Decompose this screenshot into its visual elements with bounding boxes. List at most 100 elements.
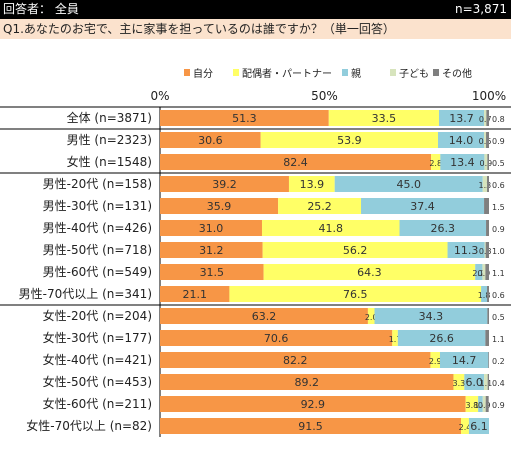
legend-swatch	[233, 69, 239, 76]
data-label: 0.9	[478, 401, 491, 410]
data-label: 0.6	[492, 181, 505, 190]
data-label: 33.5	[372, 112, 397, 125]
bar-segment	[160, 352, 431, 368]
category-label: 男性-30代 (n=131)	[43, 199, 152, 213]
data-label: 30.6	[198, 134, 223, 147]
bar-segment	[229, 286, 482, 302]
data-label: 45.0	[396, 178, 421, 191]
bar-segment	[160, 242, 263, 258]
data-label: 0.6	[492, 291, 505, 300]
data-label: 21.1	[182, 288, 207, 301]
bar-segment	[482, 396, 486, 412]
bar-segment	[367, 308, 375, 324]
bar-segment	[160, 220, 262, 236]
bar-segment	[438, 110, 485, 126]
bar-segment	[374, 308, 488, 324]
category-label: 男性-20代 (n=158)	[43, 177, 152, 191]
x-tick-label: 100%	[472, 89, 506, 103]
data-label: 0.9	[480, 159, 493, 168]
bar-segment	[361, 198, 485, 214]
bar-segment	[160, 154, 432, 170]
data-label: 13.4	[450, 156, 475, 169]
data-label: 1.8	[478, 291, 491, 300]
bar-segment	[160, 176, 289, 192]
data-label: 0.3	[479, 247, 492, 256]
data-label: 0.8	[492, 115, 505, 124]
data-label: 63.2	[252, 310, 277, 323]
data-label: 0.2	[492, 357, 505, 366]
bar-segment	[482, 264, 486, 280]
legend-label: 親	[351, 67, 361, 80]
data-label: 1.1	[480, 379, 493, 388]
bar-segment	[160, 308, 368, 324]
data-label: 2.2	[472, 269, 485, 278]
bar-segment	[397, 330, 486, 346]
bar-segment	[486, 132, 489, 148]
data-label: 0.9	[492, 137, 505, 146]
data-label: 56.2	[343, 244, 368, 257]
data-label: 1.4	[474, 401, 487, 410]
data-label: 11.3	[454, 244, 479, 257]
header-bar: 回答者： 全員 n=3,871	[0, 0, 511, 19]
bar-segment	[439, 352, 489, 368]
bar-segment	[488, 352, 489, 368]
bar-segment	[160, 374, 454, 390]
data-label: 0.7	[479, 115, 492, 124]
bar-segment	[440, 154, 485, 170]
bar-segment	[478, 396, 483, 412]
data-label: 31.0	[199, 222, 224, 235]
bar-segment	[160, 396, 466, 412]
data-label: 64.3	[357, 266, 382, 279]
data-label: 89.2	[294, 376, 319, 389]
data-label: 51.3	[232, 112, 257, 125]
bar-segment	[399, 220, 487, 236]
data-label: 70.6	[264, 332, 289, 345]
bar-segment	[465, 396, 479, 412]
bar-segment	[263, 264, 476, 280]
data-label: 82.2	[283, 354, 308, 367]
data-label: 2.4	[459, 423, 472, 432]
bar-segment	[485, 330, 489, 346]
bar-segment	[487, 286, 489, 302]
data-label: 34.3	[419, 310, 444, 323]
data-label: 1.1	[492, 269, 505, 278]
data-label: 1.0	[492, 247, 505, 256]
data-label: 14.0	[449, 134, 474, 147]
total-n: n=3,871	[454, 2, 507, 16]
data-label: 3.8	[466, 401, 479, 410]
bar-segment	[262, 242, 448, 258]
data-label: 31.2	[199, 244, 224, 257]
bar-segment	[481, 286, 488, 302]
data-label: 91.5	[298, 420, 323, 433]
data-label: 3.3	[453, 379, 466, 388]
bar-segment	[482, 176, 488, 192]
legend-swatch	[390, 69, 396, 76]
category-label: 女性-30代 (n=177)	[43, 330, 152, 345]
category-label: 女性 (n=1548)	[67, 154, 152, 169]
bar-segment	[334, 176, 483, 192]
bar-segment	[461, 418, 469, 434]
bar-segment	[260, 132, 439, 148]
legend-label: 自分	[193, 67, 213, 80]
legend-label: その他	[442, 67, 472, 80]
bar-segment	[160, 132, 261, 148]
bar-segment	[288, 176, 335, 192]
data-label: 0.9	[492, 225, 505, 234]
data-label: 31.5	[200, 266, 225, 279]
data-label: 6.0	[465, 376, 483, 389]
legend-label: 子ども	[399, 68, 429, 80]
bar-segment	[278, 198, 362, 214]
legend-swatch	[433, 69, 439, 76]
bar-segment	[438, 132, 485, 148]
legend-swatch	[184, 69, 190, 76]
bar-segment	[485, 242, 489, 258]
category-label: 女性-70代以上 (n=82)	[26, 418, 152, 433]
question-text: Q1.あなたのお宅で、主に家事を担っているのは誰ですか？（単一回答）	[0, 19, 511, 39]
bar-segment	[484, 198, 489, 214]
x-tick-label: 0%	[150, 89, 169, 103]
bar-segment	[160, 286, 230, 302]
bar-segment	[160, 330, 393, 346]
category-label: 男性-70代以上 (n=341)	[19, 287, 152, 301]
data-label: 0.5	[492, 159, 505, 168]
